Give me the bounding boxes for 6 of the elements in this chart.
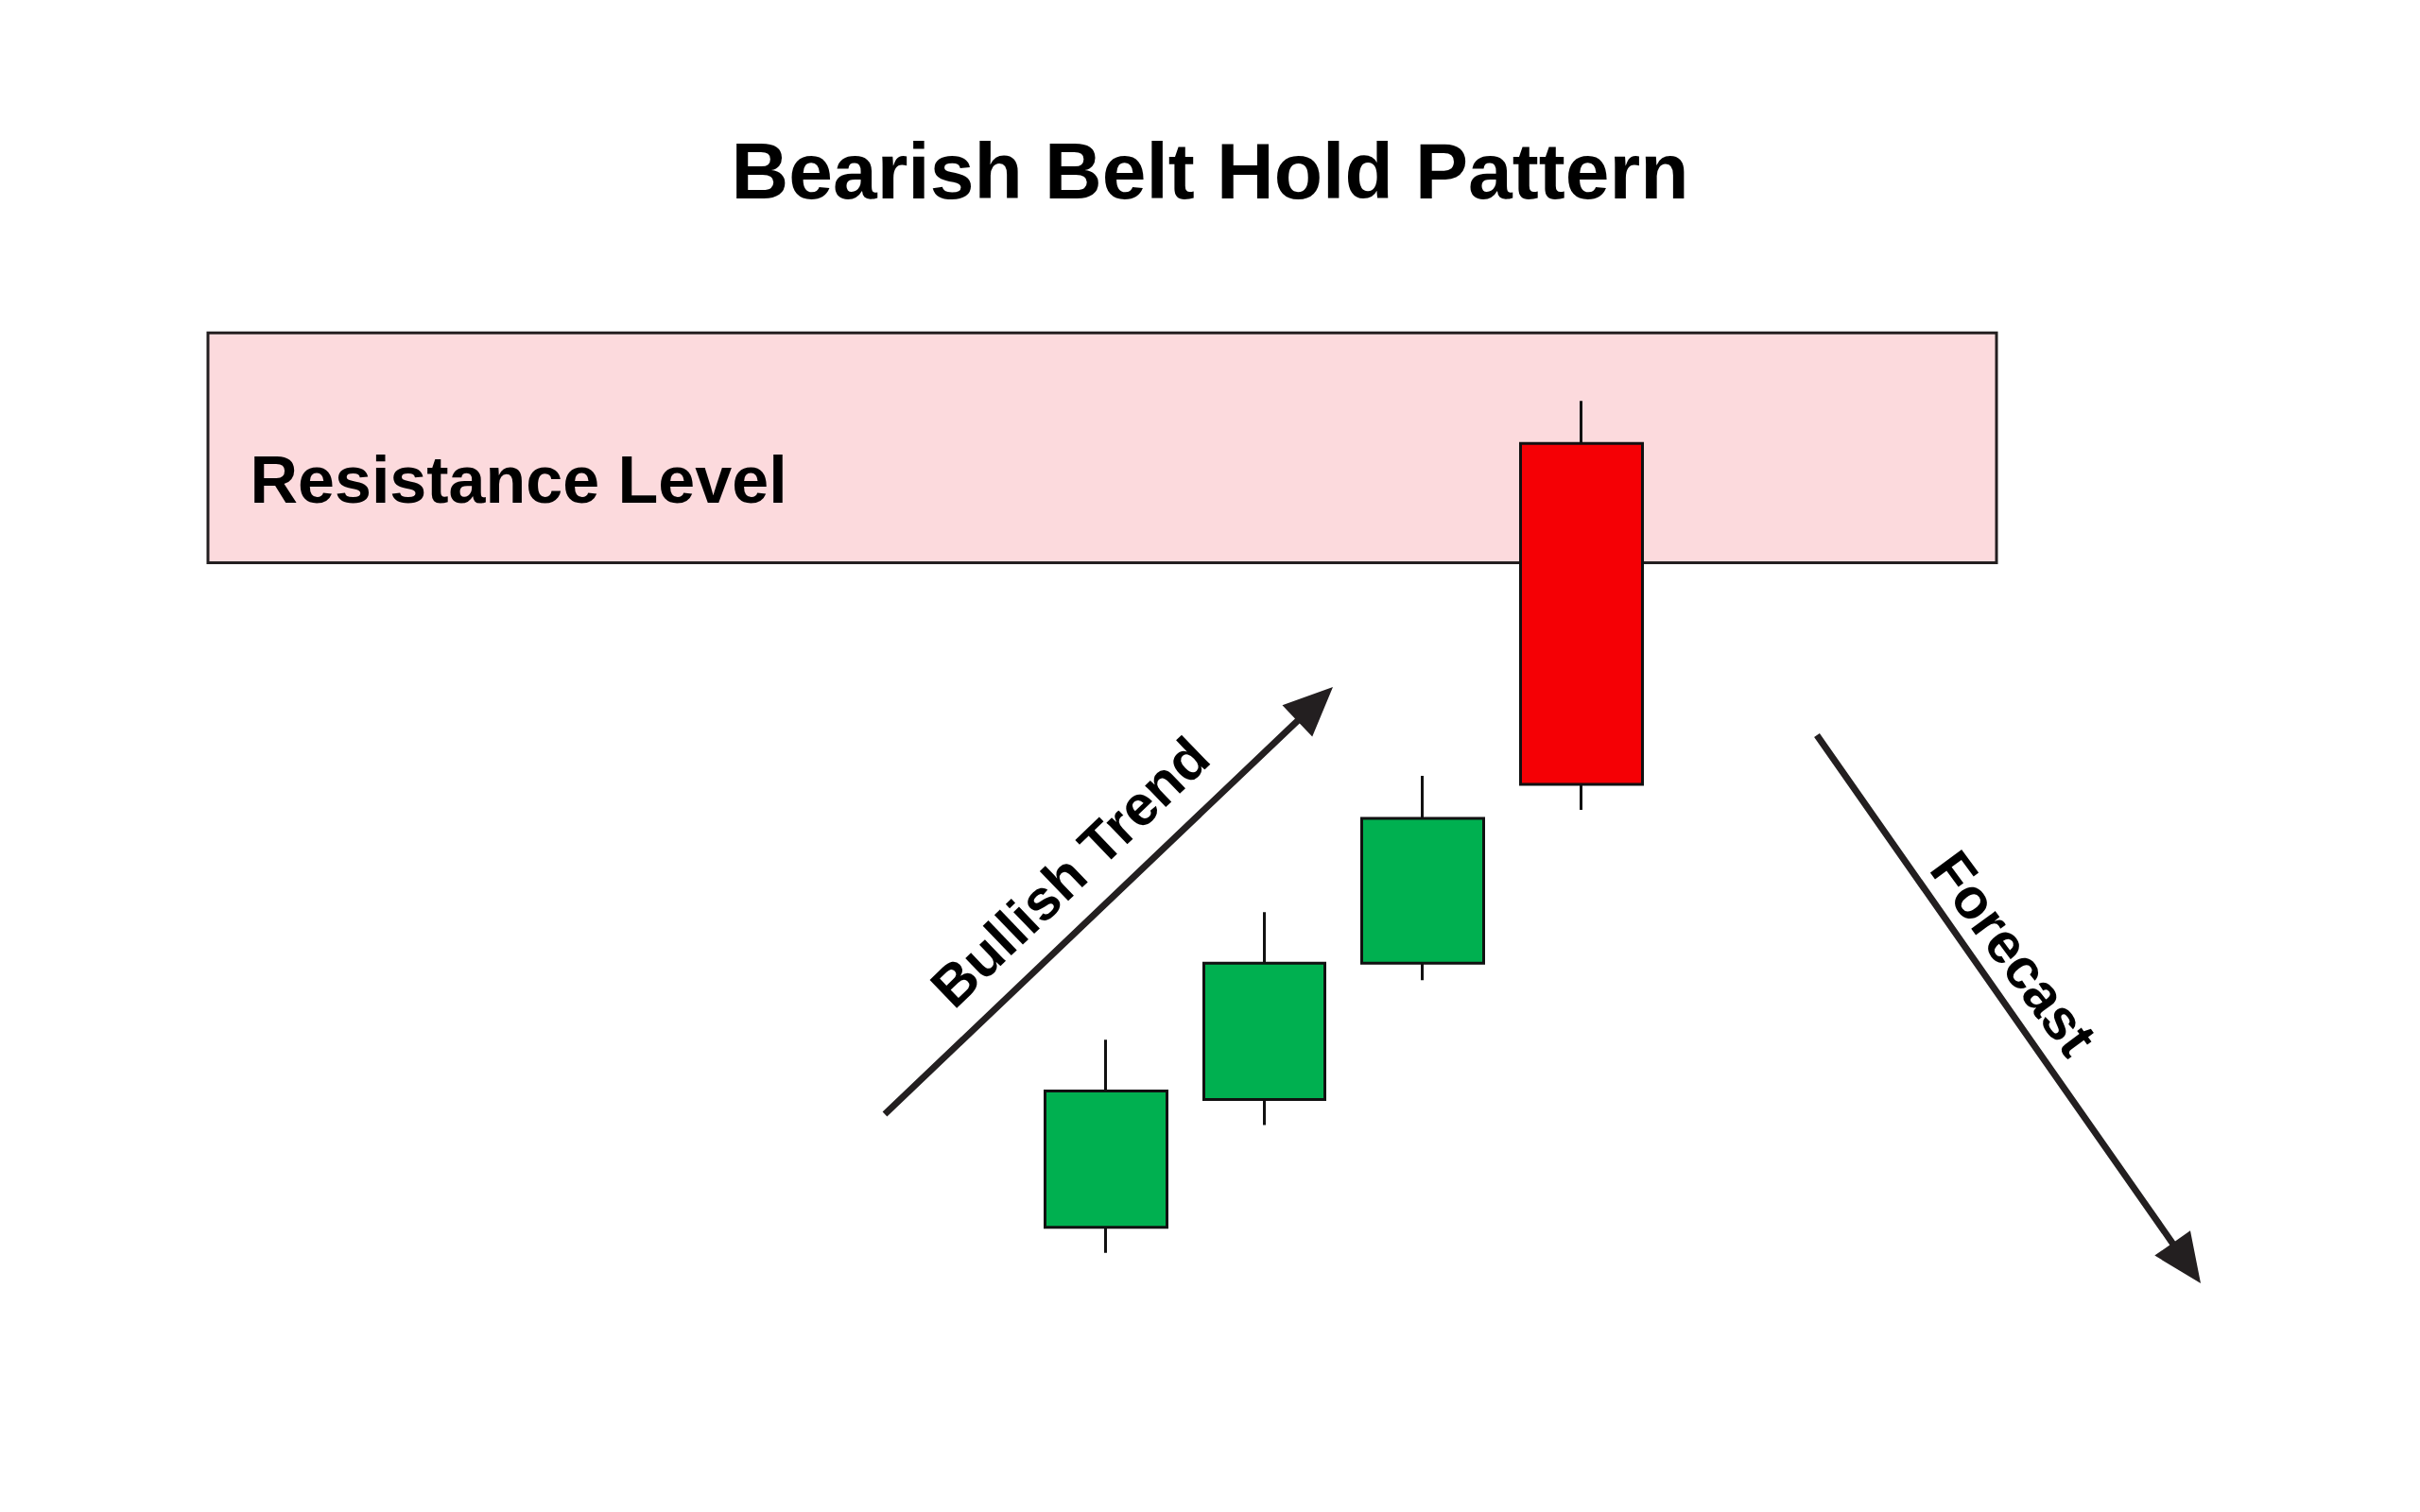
candlestick [1360,775,1485,981]
candlestick [1202,912,1326,1125]
candlestick [1519,401,1644,810]
band-label: Resistance Level [250,442,787,517]
chart-title: Bearish Belt Hold Pattern [731,127,1689,215]
candlestick [1044,1040,1168,1253]
